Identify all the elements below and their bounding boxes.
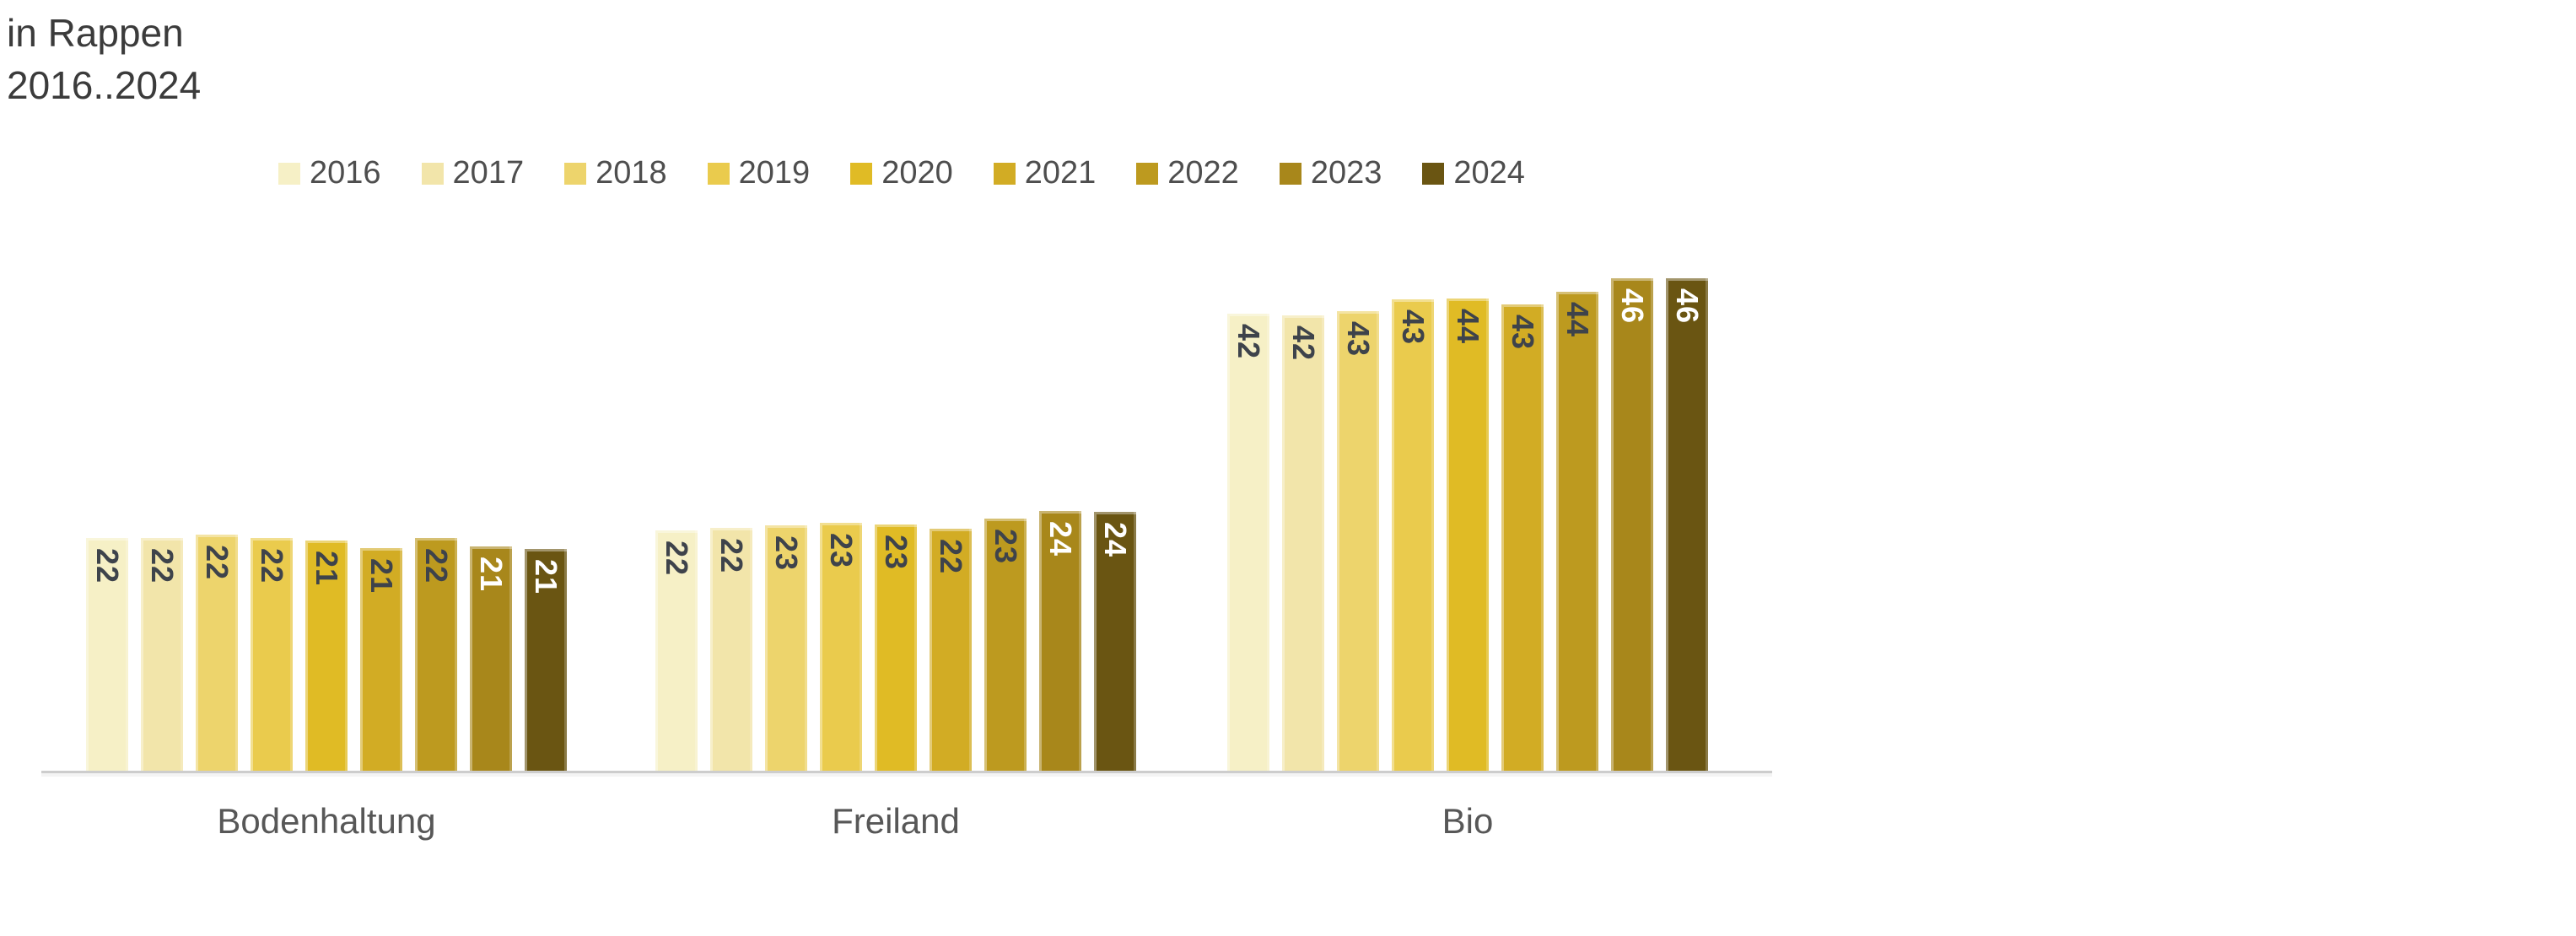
legend-item-2016: 2016 (278, 155, 381, 191)
bar-value-label: 21 (529, 559, 563, 595)
bar-bodenhaltung-2021: 21 (360, 548, 402, 771)
bar-freiland-2021: 22 (930, 529, 972, 771)
chart-legend: 2016 2017 2018 2019 2020 2021 2022 2023 2024 (278, 155, 1525, 191)
bar-bodenhaltung-2019: 22 (251, 538, 293, 771)
bar-value-label: 46 (1670, 288, 1705, 325)
bar-value-label: 43 (1396, 309, 1431, 346)
bar-bodenhaltung-2020: 21 (305, 541, 348, 771)
legend-item-2019: 2019 (707, 155, 811, 191)
bar-value-label: 22 (660, 541, 694, 577)
bar-value-label: 23 (989, 529, 1023, 565)
legend-swatch-2021 (993, 162, 1016, 185)
bar-value-label: 46 (1615, 288, 1650, 325)
bar-value-label: 22 (934, 539, 968, 575)
bar-bio-2016: 42 (1227, 314, 1269, 771)
bar-freiland-2023: 24 (1039, 511, 1081, 771)
legend-swatch-2019 (707, 162, 730, 185)
bar-freiland-2018: 23 (765, 525, 807, 771)
bar-bodenhaltung-2018: 22 (196, 535, 238, 771)
legend-year-label: 2018 (595, 155, 667, 191)
legend-year-label: 2024 (1453, 155, 1525, 191)
legend-swatch-2024 (1422, 162, 1445, 185)
legend-swatch-2016 (278, 162, 300, 185)
bar-value-label: 21 (310, 551, 344, 587)
bar-value-label: 21 (474, 557, 509, 593)
bar-freiland-2022: 23 (984, 519, 1027, 771)
bar-group-freiland: 22 22 23 23 23 22 23 24 24 (655, 511, 1136, 771)
bar-value-label: 24 (1098, 522, 1133, 558)
bar-freiland-2024: 24 (1094, 512, 1136, 771)
legend-year-label: 2022 (1167, 155, 1239, 191)
bar-bio-2022: 44 (1556, 292, 1598, 771)
bar-value-label: 22 (200, 545, 234, 581)
bar-value-label: 22 (419, 548, 454, 584)
bar-bio-2019: 43 (1392, 299, 1434, 771)
legend-swatch-2018 (564, 162, 587, 185)
category-label-bio: Bio (1442, 801, 1494, 841)
bar-value-label: 22 (255, 548, 289, 584)
bar-freiland-2017: 22 (710, 528, 752, 771)
bar-freiland-2019: 23 (820, 523, 862, 771)
bar-value-label: 23 (824, 533, 859, 569)
bar-bodenhaltung-2023: 21 (470, 546, 512, 771)
bar-value-label: 44 (1451, 309, 1485, 345)
legend-year-label: 2017 (452, 155, 525, 191)
bar-value-label: 42 (1231, 324, 1266, 360)
bar-bio-2024: 46 (1666, 278, 1708, 771)
legend-item-2024: 2024 (1422, 155, 1525, 191)
bar-bio-2023: 46 (1611, 278, 1653, 771)
bar-bio-2018: 43 (1337, 311, 1379, 771)
bar-bio-2021: 43 (1501, 304, 1544, 771)
category-label-freiland: Freiland (832, 801, 960, 841)
bar-value-label: 24 (1043, 521, 1078, 557)
bar-value-label: 42 (1286, 325, 1321, 362)
legend-swatch-2020 (850, 162, 873, 185)
legend-year-label: 2020 (881, 155, 953, 191)
bar-value-label: 43 (1341, 321, 1376, 358)
bar-bodenhaltung-2016: 22 (86, 538, 128, 771)
legend-year-label: 2023 (1310, 155, 1382, 191)
bar-bio-2020: 44 (1447, 299, 1489, 771)
bar-value-label: 22 (90, 548, 125, 584)
x-axis-baseline (41, 771, 1772, 777)
chart-title: in Rappen 2016..2024 (7, 7, 201, 111)
category-label-bodenhaltung: Bodenhaltung (217, 801, 436, 841)
legend-swatch-2023 (1279, 162, 1301, 185)
chart-title-line2: 2016..2024 (7, 63, 202, 107)
bar-value-label: 44 (1560, 302, 1595, 338)
bar-bodenhaltung-2022: 22 (415, 538, 457, 771)
bar-freiland-2016: 22 (655, 530, 698, 771)
bar-value-label: 43 (1506, 315, 1540, 351)
bar-value-label: 23 (769, 535, 804, 572)
bar-value-label: 22 (714, 538, 749, 574)
bar-group-bodenhaltung: 22 22 22 22 21 21 22 21 21 (86, 535, 567, 771)
legend-year-label: 2019 (738, 155, 811, 191)
chart-title-line1: in Rappen (7, 11, 184, 55)
legend-item-2018: 2018 (564, 155, 667, 191)
bar-group-bio: 42 42 43 43 44 43 44 46 46 (1227, 278, 1708, 771)
legend-year-label: 2021 (1024, 155, 1097, 191)
bar-value-label: 22 (145, 548, 180, 584)
legend-item-2023: 2023 (1279, 155, 1382, 191)
legend-swatch-2022 (1136, 162, 1159, 185)
bar-value-label: 21 (364, 558, 399, 594)
legend-swatch-2017 (421, 162, 444, 185)
bar-bodenhaltung-2017: 22 (141, 538, 183, 771)
legend-item-2021: 2021 (993, 155, 1097, 191)
bar-bodenhaltung-2024: 21 (525, 549, 567, 771)
bar-value-label: 23 (879, 535, 913, 571)
bar-freiland-2020: 23 (875, 524, 917, 771)
legend-item-2017: 2017 (421, 155, 525, 191)
legend-year-label: 2016 (310, 155, 381, 191)
legend-item-2020: 2020 (850, 155, 953, 191)
legend-item-2022: 2022 (1136, 155, 1239, 191)
bar-bio-2017: 42 (1282, 315, 1324, 771)
